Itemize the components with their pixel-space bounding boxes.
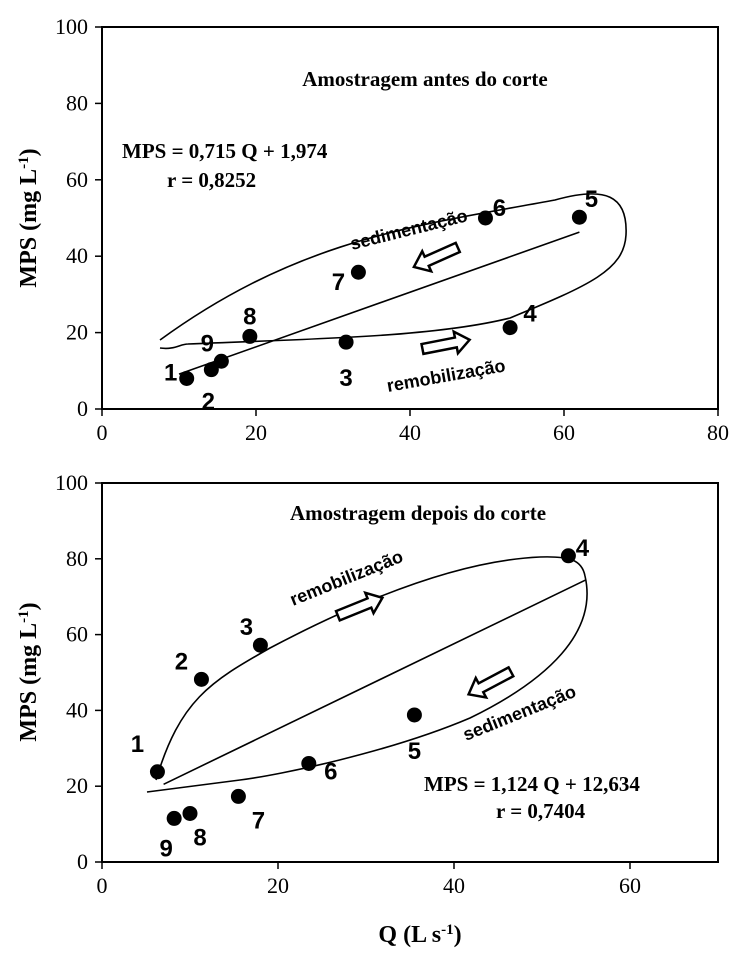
data-point xyxy=(502,320,518,336)
point-label: 2 xyxy=(175,648,188,675)
y-axis-label: MPS (mg L-1) xyxy=(16,148,42,287)
point-label: 8 xyxy=(193,824,206,851)
plot-frame xyxy=(101,482,719,863)
y-tick-label: 100 xyxy=(55,14,88,39)
point-label: 5 xyxy=(408,738,421,765)
chart-title: Amostragem depois do corte xyxy=(290,501,546,525)
x-tick-label: 0 xyxy=(97,420,108,445)
point-label: 9 xyxy=(159,835,172,862)
remobilization-label: remobilização xyxy=(385,355,507,396)
y-tick-label: 0 xyxy=(77,849,88,874)
data-point xyxy=(149,764,165,780)
point-label: 8 xyxy=(243,303,256,330)
y-tick-label: 60 xyxy=(66,167,88,192)
data-point xyxy=(242,328,258,344)
sedimentation-arrow xyxy=(412,241,462,274)
y-tick-label: 0 xyxy=(77,396,88,421)
data-point xyxy=(252,637,268,653)
correlation-coefficient: r = 0,7404 xyxy=(496,799,586,823)
point-label: 4 xyxy=(523,301,537,328)
regression-equation: MPS = 1,124 Q + 12,634 xyxy=(424,772,640,796)
point-label: 1 xyxy=(164,359,177,386)
x-tick-label: 60 xyxy=(553,420,575,445)
x-tick-label: 40 xyxy=(399,420,421,445)
point-label: 9 xyxy=(201,330,214,357)
point-label: 5 xyxy=(585,186,598,213)
regression-line xyxy=(163,579,587,786)
data-point xyxy=(179,370,195,386)
data-point xyxy=(477,210,493,226)
data-point xyxy=(182,805,198,821)
data-point xyxy=(193,671,209,687)
data-point xyxy=(213,353,229,369)
x-tick-label: 20 xyxy=(267,873,289,898)
point-label: 6 xyxy=(493,195,506,222)
y-tick-label: 20 xyxy=(66,773,88,798)
x-axis-label: Q (L s-1) xyxy=(378,922,461,948)
point-label: 7 xyxy=(252,807,265,834)
point-label: 3 xyxy=(240,614,253,641)
y-tick-label: 20 xyxy=(66,320,88,345)
x-tick-label: 20 xyxy=(245,420,267,445)
hysteresis-loop xyxy=(159,193,627,350)
data-point xyxy=(166,810,182,826)
chart-title: Amostragem antes do corte xyxy=(302,67,548,91)
data-point xyxy=(203,362,219,378)
x-tick-label: 40 xyxy=(443,873,465,898)
point-label: 1 xyxy=(131,731,144,758)
data-point xyxy=(338,334,354,350)
y-tick-label: 80 xyxy=(66,90,88,115)
point-label: 4 xyxy=(576,535,590,562)
regression-equation: MPS = 0,715 Q + 1,974 xyxy=(122,139,328,163)
y-tick-label: 40 xyxy=(66,243,88,268)
y-tick-label: 80 xyxy=(66,546,88,571)
data-point xyxy=(406,707,422,723)
regression-line xyxy=(178,231,580,375)
remobilization-arrow xyxy=(420,329,472,357)
hysteresis-loop xyxy=(146,556,588,793)
y-axis-label: MPS (mg L-1) xyxy=(16,602,42,741)
correlation-coefficient: r = 0,8252 xyxy=(167,168,256,192)
data-point xyxy=(230,788,246,804)
data-point xyxy=(350,264,366,280)
sedimentation-arrow xyxy=(466,665,515,700)
y-tick-label: 100 xyxy=(55,470,88,495)
point-label: 3 xyxy=(339,365,352,392)
panel-before-cut: 0 20 40 60 80 100 0 20 40 60 80 Amostragem antes d… xyxy=(16,14,729,445)
point-label: 6 xyxy=(324,758,337,785)
y-tick-label: 60 xyxy=(66,622,88,647)
data-point xyxy=(301,755,317,771)
point-label: 2 xyxy=(202,389,215,416)
x-tick-label: 60 xyxy=(619,873,641,898)
panel-after-cut: 0 20 40 60 80 100 0 20 40 60 Amostragem depois do… xyxy=(16,470,719,948)
remobilization-label: remobilização xyxy=(287,546,406,610)
remobilization-arrow xyxy=(334,590,385,623)
point-label: 7 xyxy=(332,269,345,296)
data-point xyxy=(560,548,576,564)
y-tick-label: 40 xyxy=(66,697,88,722)
data-point xyxy=(571,209,587,225)
x-tick-label: 80 xyxy=(707,420,729,445)
x-tick-label: 0 xyxy=(97,873,108,898)
